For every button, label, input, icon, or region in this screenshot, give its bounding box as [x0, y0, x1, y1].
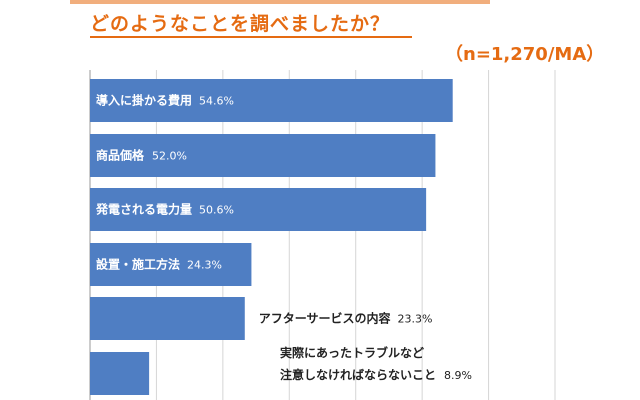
bar	[90, 79, 453, 122]
bar-value-label: 24.3%	[187, 259, 222, 272]
bar-label: 発電される電力量	[95, 202, 192, 217]
bar	[90, 297, 245, 340]
bar	[90, 188, 427, 231]
bar-label: 設置・施工方法	[96, 257, 180, 272]
bar-label: 注意しなければならないこと	[280, 367, 436, 382]
bar-label: 実際にあったトラブルなど	[280, 345, 424, 360]
bar-value-label: 52.0%	[152, 150, 187, 163]
bar-label: アフターサービスの内容	[259, 311, 391, 326]
sample-size-note: （n=1,270/MA）	[445, 44, 605, 65]
bar	[90, 352, 150, 395]
title-banner-fragment	[70, 0, 490, 4]
bar-value-label: 23.3%	[398, 313, 433, 326]
bar-label: 導入に掛かる費用	[96, 93, 192, 108]
bar-value-label: 54.6%	[199, 95, 234, 108]
chart-title: どのようなことを調べましたか？	[90, 13, 391, 35]
bar-value-label: 50.6%	[199, 204, 234, 217]
title-underline	[90, 36, 412, 38]
bar	[90, 243, 252, 286]
bar-value-label: 8.9%	[444, 369, 472, 382]
bar-label: 商品価格	[96, 148, 145, 163]
bar	[90, 134, 436, 177]
